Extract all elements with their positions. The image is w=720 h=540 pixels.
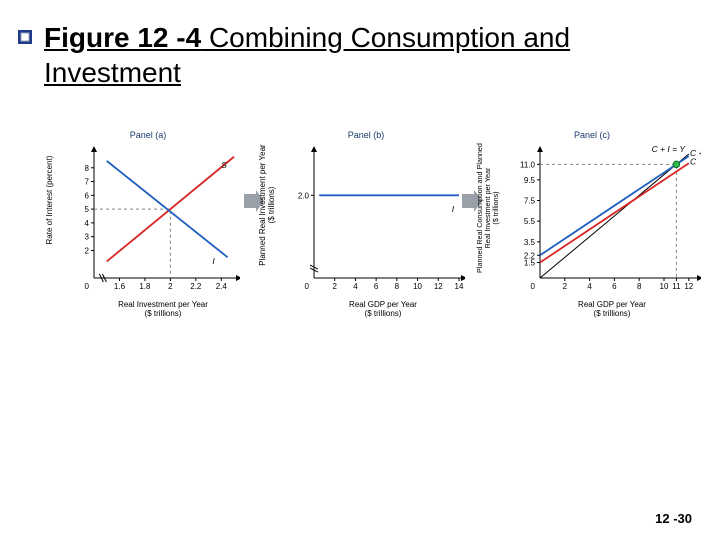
figure-title: Figure 12 -4 Combining Consumption and I… xyxy=(44,20,684,90)
svg-text:2.0: 2.0 xyxy=(298,191,310,200)
panel-c-xlabel: Real GDP per Year ($ trillions) xyxy=(516,300,708,318)
panel-c-ylabel: Planned Real Consumption and PlannedReal… xyxy=(476,128,500,288)
svg-text:7: 7 xyxy=(85,178,90,187)
svg-text:0: 0 xyxy=(305,282,310,291)
svg-text:5: 5 xyxy=(85,205,90,214)
svg-text:2.2: 2.2 xyxy=(190,282,202,291)
svg-text:I: I xyxy=(212,256,215,266)
slide-bullet xyxy=(18,30,32,44)
panel-a: Panel (a) Rate of Interest (percent) 1.6… xyxy=(40,130,256,318)
svg-text:8: 8 xyxy=(637,282,642,291)
panel-c-title: Panel (c) xyxy=(476,130,708,140)
svg-text:1.8: 1.8 xyxy=(139,282,151,291)
svg-text:12: 12 xyxy=(684,282,693,291)
panel-b-xlabel: Real GDP per Year ($ trillions) xyxy=(290,300,476,318)
panel-c-chart: 24681011121.52.23.55.57.59.511.00C + I =… xyxy=(516,146,701,296)
svg-text:2: 2 xyxy=(168,282,173,291)
svg-text:14: 14 xyxy=(455,282,464,291)
panel-a-xlabel: Real Investment per Year ($ trillions) xyxy=(70,300,256,318)
svg-text:2.2: 2.2 xyxy=(524,251,536,260)
svg-text:1.6: 1.6 xyxy=(114,282,126,291)
svg-text:12: 12 xyxy=(434,282,443,291)
slide-number: 12 -30 xyxy=(655,511,692,526)
svg-text:0: 0 xyxy=(85,282,90,291)
svg-text:11: 11 xyxy=(672,282,681,291)
panel-b: Panel (b) Planned Real Investment per Ye… xyxy=(256,130,476,318)
svg-text:S: S xyxy=(221,160,227,170)
panel-a-chart: 1.6 1.8 2 2.2 2.4 2 3 4 5 6 7 8 0 S I xyxy=(70,146,240,296)
svg-text:4: 4 xyxy=(353,282,358,291)
panel-a-title: Panel (a) xyxy=(40,130,256,140)
svg-text:9.5: 9.5 xyxy=(524,176,536,185)
figure-number: Figure 12 -4 xyxy=(44,22,201,53)
svg-text:8: 8 xyxy=(85,164,90,173)
panel-c: Panel (c) Planned Real Consumption and P… xyxy=(476,130,708,318)
svg-text:5.5: 5.5 xyxy=(524,217,536,226)
svg-text:2: 2 xyxy=(563,282,568,291)
svg-text:7.5: 7.5 xyxy=(524,197,536,206)
svg-text:3: 3 xyxy=(85,233,90,242)
svg-text:6: 6 xyxy=(85,191,90,200)
svg-text:6: 6 xyxy=(374,282,379,291)
svg-text:3.5: 3.5 xyxy=(524,238,536,247)
svg-text:I: I xyxy=(452,204,455,214)
panels-row: Panel (a) Rate of Interest (percent) 1.6… xyxy=(40,130,700,318)
svg-text:6: 6 xyxy=(612,282,617,291)
panel-b-chart: 2 4 6 8 10 12 14 2.0 0 I xyxy=(290,146,465,296)
panel-b-ylabel: Planned Real Investment per Year($ trill… xyxy=(259,130,277,280)
svg-text:8: 8 xyxy=(395,282,400,291)
svg-text:4: 4 xyxy=(587,282,592,291)
svg-text:11.0: 11.0 xyxy=(520,160,536,169)
svg-text:2.4: 2.4 xyxy=(216,282,228,291)
svg-text:C: C xyxy=(690,156,697,166)
svg-text:0: 0 xyxy=(531,282,536,291)
svg-text:C + I = Y: C + I = Y xyxy=(652,146,687,154)
svg-text:10: 10 xyxy=(660,282,669,291)
panel-b-title: Panel (b) xyxy=(256,130,476,140)
panel-a-ylabel: Rate of Interest (percent) xyxy=(46,135,55,265)
svg-text:2: 2 xyxy=(85,246,90,255)
svg-text:4: 4 xyxy=(85,219,90,228)
svg-text:2: 2 xyxy=(332,282,337,291)
svg-text:10: 10 xyxy=(413,282,422,291)
